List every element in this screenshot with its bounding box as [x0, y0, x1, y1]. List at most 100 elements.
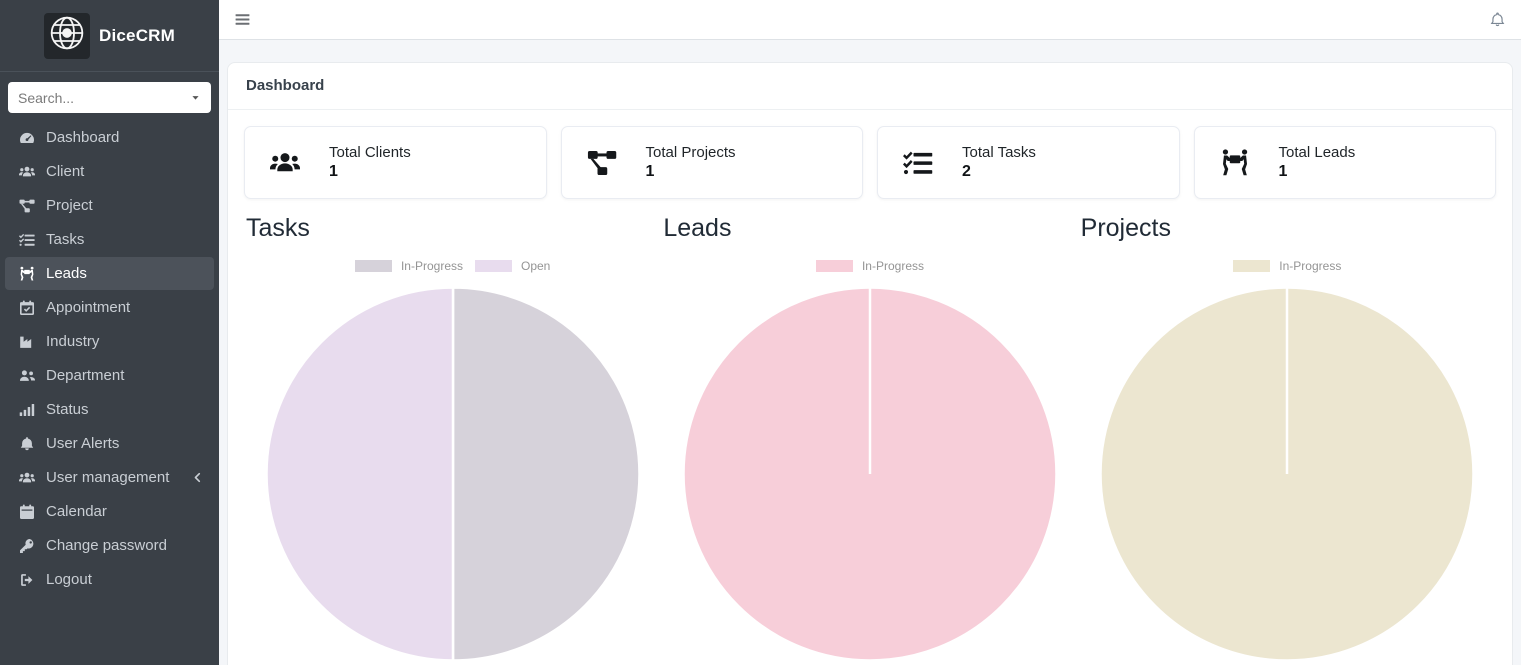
chart-projects: Projects In-Progress [1079, 213, 1496, 662]
content: Dashboard Total Clients 1 Total Projects… [219, 40, 1521, 665]
sidebar-item-industry[interactable]: Industry [5, 325, 214, 358]
stat-value: 1 [1278, 163, 1288, 180]
chart-leads: Leads In-Progress [661, 213, 1078, 662]
sidebar-item-label: Dashboard [46, 129, 120, 146]
sidebar: DiceCRM Search... Dashboard Client Proje… [0, 0, 219, 665]
legend-item[interactable]: In-Progress [815, 259, 924, 273]
signal-icon [18, 401, 35, 418]
tachometer-icon [18, 129, 35, 146]
logout-icon [18, 571, 35, 588]
topbar [219, 0, 1521, 40]
stat-card: Total Clients 1 [244, 126, 547, 199]
page-title: Dashboard [246, 77, 325, 94]
sidebar-item-change-password[interactable]: Change password [5, 529, 214, 562]
pie-chart [1079, 286, 1496, 662]
sidebar-item-label: Logout [46, 571, 92, 588]
people-carry-icon [18, 265, 35, 282]
users-icon [18, 163, 35, 180]
sidebar-item-tasks[interactable]: Tasks [5, 223, 214, 256]
chart-legend: In-Progress [1079, 259, 1496, 273]
stat-card: Total Projects 1 [560, 126, 863, 199]
card-body: Total Clients 1 Total Projects 1 Total T… [228, 110, 1512, 665]
stats-row: Total Clients 1 Total Projects 1 Total T… [244, 126, 1496, 199]
sidebar-item-label: User Alerts [46, 435, 120, 452]
sidebar-item-appointment[interactable]: Appointment [5, 291, 214, 324]
sidebar-item-dashboard[interactable]: Dashboard [5, 121, 214, 154]
legend-item[interactable]: Open [475, 259, 550, 273]
sidebar-item-user-alerts[interactable]: User Alerts [5, 427, 214, 460]
stat-card: Total Leads 1 [1193, 126, 1496, 199]
charts-row: Tasks In-Progress Open Leads In-Progress … [244, 213, 1496, 662]
users-icon [269, 148, 303, 178]
legend-label: In-Progress [400, 259, 463, 273]
legend-label: In-Progress [1279, 259, 1342, 273]
bell-icon [18, 435, 35, 452]
chart-tasks: Tasks In-Progress Open [244, 213, 661, 662]
pie-chart [661, 286, 1078, 662]
brand-title: DiceCRM [98, 25, 176, 45]
calendar-check-icon [18, 299, 35, 316]
sidebar-item-label: Leads [46, 265, 87, 282]
project-diagram-icon [18, 197, 35, 214]
list-check-icon [902, 148, 936, 178]
caret-down-icon [190, 92, 201, 103]
sidebar-item-label: Tasks [46, 231, 85, 248]
sidebar-item-user-management[interactable]: User management [5, 461, 214, 494]
sidebar-item-label: User management [46, 469, 170, 486]
sidebar-item-label: Change password [46, 537, 167, 554]
brand-logo [43, 12, 90, 59]
chevron-left-icon[interactable] [191, 471, 204, 484]
sidebar-item-project[interactable]: Project [5, 189, 214, 222]
key-icon [18, 537, 35, 554]
sidebar-item-label: Calendar [46, 503, 107, 520]
user-friends-icon [18, 367, 35, 384]
legend-label: In-Progress [861, 259, 924, 273]
stat-label: Total Clients [329, 144, 411, 161]
search-input[interactable]: Search... [8, 82, 211, 113]
legend-swatch [1233, 260, 1271, 272]
dashboard-card: Dashboard Total Clients 1 Total Projects… [227, 62, 1513, 665]
sidebar-item-logout[interactable]: Logout [5, 563, 214, 596]
people-carry-icon [1219, 148, 1253, 178]
card-header: Dashboard [228, 63, 1512, 110]
stat-value: 1 [329, 163, 338, 180]
legend-swatch [475, 260, 512, 272]
stat-value: 2 [962, 163, 971, 180]
legend-item[interactable]: In-Progress [354, 259, 463, 273]
hamburger-icon[interactable] [234, 11, 251, 28]
main-area: Dashboard Total Clients 1 Total Projects… [219, 0, 1521, 665]
chart-title: Leads [663, 214, 732, 242]
sidebar-item-department[interactable]: Department [5, 359, 214, 392]
sidebar-item-label: Status [46, 401, 89, 418]
sidebar-item-label: Project [46, 197, 93, 214]
legend-item[interactable]: In-Progress [1233, 259, 1341, 273]
globe-icon [47, 13, 87, 58]
stat-card: Total Tasks 2 [877, 126, 1180, 199]
stat-label: Total Projects [645, 144, 736, 161]
users-icon [18, 469, 35, 486]
chart-title: Tasks [246, 214, 310, 242]
stat-value: 1 [645, 163, 655, 180]
chart-legend: In-Progress Open [244, 259, 661, 273]
chart-legend: In-Progress [661, 259, 1078, 273]
pie-chart [244, 286, 661, 662]
sidebar-item-label: Department [46, 367, 125, 384]
stat-label: Total Leads [1278, 144, 1356, 161]
sidebar-nav: Dashboard Client Project Tasks Leads App… [0, 120, 219, 665]
legend-label: Open [521, 259, 551, 273]
brand: DiceCRM [0, 0, 219, 72]
project-diagram-icon [586, 148, 620, 178]
legend-swatch [354, 260, 392, 272]
calendar-icon [18, 503, 35, 520]
stat-label: Total Tasks [962, 144, 1036, 161]
search-placeholder: Search... [18, 89, 75, 106]
list-check-icon [18, 231, 35, 248]
bell-icon[interactable] [1489, 11, 1506, 28]
sidebar-item-status[interactable]: Status [5, 393, 214, 426]
legend-swatch [815, 260, 853, 272]
sidebar-item-client[interactable]: Client [5, 155, 214, 188]
sidebar-item-leads[interactable]: Leads [5, 257, 214, 290]
sidebar-item-calendar[interactable]: Calendar [5, 495, 214, 528]
sidebar-item-label: Industry [46, 333, 100, 350]
